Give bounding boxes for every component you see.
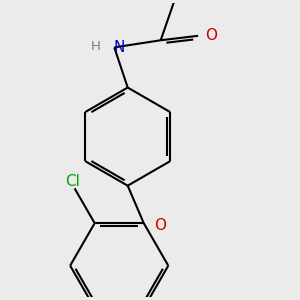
Text: H: H	[91, 40, 100, 53]
Text: Cl: Cl	[65, 174, 80, 189]
Text: O: O	[154, 218, 166, 233]
Text: N: N	[113, 40, 124, 55]
Text: O: O	[206, 28, 218, 43]
